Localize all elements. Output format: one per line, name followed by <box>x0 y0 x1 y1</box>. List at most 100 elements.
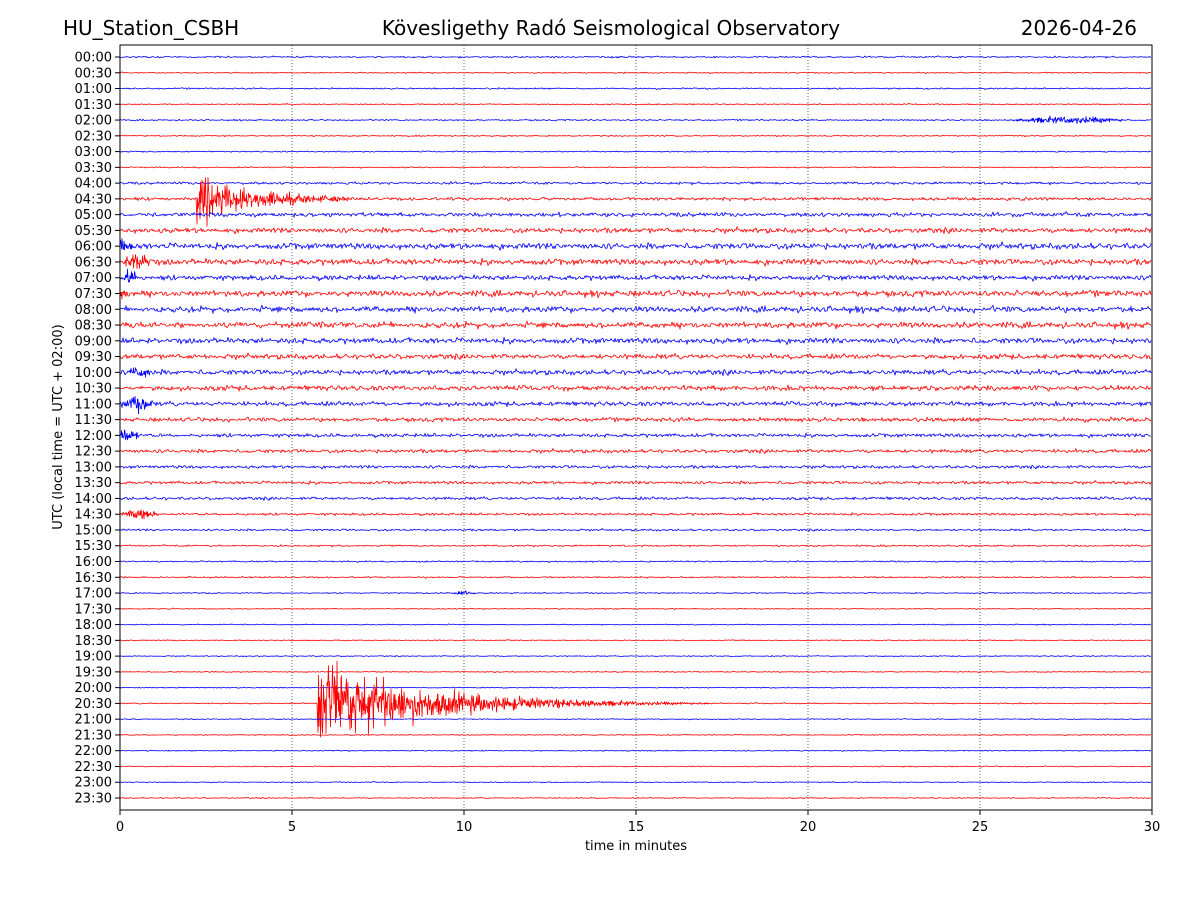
x-tick-label: 0 <box>116 820 124 835</box>
y-tick-label: 03:00 <box>75 145 112 160</box>
trace-1300 <box>119 464 1152 470</box>
y-ticks: 00:0000:3001:0001:3002:0002:3003:0003:30… <box>75 51 120 807</box>
traces <box>119 55 1152 800</box>
y-tick-label: 17:00 <box>75 587 112 602</box>
trace-2130 <box>119 733 1152 736</box>
trace-0230 <box>119 134 1152 138</box>
x-tick-label: 10 <box>456 820 473 835</box>
trace-0330 <box>119 166 1152 169</box>
y-tick-label: 06:30 <box>75 255 112 270</box>
trace-1630 <box>119 576 1152 579</box>
y-tick-label: 05:00 <box>75 208 112 223</box>
trace-0000 <box>119 55 1152 59</box>
y-tick-label: 07:30 <box>75 287 112 302</box>
y-tick-label: 06:00 <box>75 240 112 255</box>
x-axis-label: time in minutes <box>585 839 687 854</box>
x-tick-label: 20 <box>800 820 817 835</box>
trace-1600 <box>119 560 1152 563</box>
x-tick-label: 30 <box>1144 820 1161 835</box>
trace-1530 <box>119 544 1152 548</box>
trace-0030 <box>119 71 1151 74</box>
observatory-title: Kövesligethy Radó Seismological Observat… <box>382 16 840 40</box>
trace-2100 <box>119 718 1152 721</box>
trace-1030 <box>119 384 1152 392</box>
trace-1430 <box>119 509 1152 520</box>
y-tick-label: 02:00 <box>75 114 112 129</box>
y-tick-label: 18:30 <box>75 634 112 649</box>
trace-1000 <box>119 367 1152 378</box>
trace-1230 <box>119 448 1152 454</box>
trace-2030 <box>119 660 1152 738</box>
trace-1700 <box>119 590 1152 596</box>
trace-1200 <box>120 429 1152 441</box>
trace-1330 <box>119 480 1152 486</box>
x-tick-label: 5 <box>288 820 296 835</box>
y-tick-label: 07:00 <box>75 271 112 286</box>
y-tick-label: 13:00 <box>75 460 112 475</box>
trace-0530 <box>120 226 1152 235</box>
trace-2000 <box>119 686 1152 689</box>
y-tick-label: 20:00 <box>75 681 112 696</box>
y-axis-label: UTC (local time = UTC + 02:00) <box>51 324 66 529</box>
trace-1130 <box>119 416 1152 423</box>
trace-0630 <box>119 254 1152 270</box>
y-tick-label: 17:30 <box>75 602 112 617</box>
trace-0900 <box>119 336 1152 346</box>
y-tick-label: 11:00 <box>75 397 112 412</box>
x-ticks: 0 5 10 15 20 25 30 <box>116 810 1160 835</box>
y-tick-label: 21:30 <box>75 728 112 743</box>
trace-1900 <box>119 655 1152 658</box>
trace-0600 <box>119 238 1152 251</box>
trace-2200 <box>120 749 1152 752</box>
y-tick-label: 21:00 <box>75 713 112 728</box>
trace-0430 <box>119 177 1152 227</box>
y-tick-label: 19:30 <box>75 665 112 680</box>
trace-0100 <box>119 87 1152 90</box>
trace-1800 <box>119 623 1152 626</box>
y-tick-label: 04:00 <box>75 177 112 192</box>
y-tick-label: 08:00 <box>75 303 112 318</box>
trace-0300 <box>119 150 1152 153</box>
y-tick-label: 23:00 <box>75 776 112 791</box>
y-tick-label: 03:30 <box>75 161 112 176</box>
trace-1400 <box>119 495 1152 501</box>
y-tick-label: 22:30 <box>75 760 112 775</box>
y-tick-label: 13:30 <box>75 476 112 491</box>
x-tick-label: 15 <box>628 820 645 835</box>
trace-0700 <box>119 268 1152 283</box>
y-tick-label: 15:30 <box>75 539 112 554</box>
y-tick-label: 10:30 <box>75 382 112 397</box>
y-tick-label: 15:00 <box>75 523 112 538</box>
trace-0730 <box>119 289 1152 300</box>
y-tick-label: 04:30 <box>75 192 112 207</box>
y-tick-label: 19:00 <box>75 650 112 665</box>
trace-1100 <box>119 395 1152 415</box>
y-tick-label: 01:00 <box>75 82 112 97</box>
trace-2230 <box>119 765 1152 768</box>
y-tick-label: 12:30 <box>75 445 112 460</box>
y-tick-label: 01:30 <box>75 98 112 113</box>
y-tick-label: 14:00 <box>75 492 112 507</box>
y-tick-label: 14:30 <box>75 508 112 523</box>
trace-2330 <box>119 796 1152 800</box>
x-tick-label: 25 <box>972 820 989 835</box>
y-tick-label: 00:30 <box>75 66 112 81</box>
trace-0400 <box>119 180 1152 186</box>
trace-0930 <box>119 352 1152 361</box>
trace-1500 <box>119 528 1151 532</box>
y-tick-label: 09:30 <box>75 350 112 365</box>
y-tick-label: 00:00 <box>75 51 112 66</box>
y-tick-label: 08:30 <box>75 319 112 334</box>
date-title: 2026-04-26 <box>1021 16 1137 40</box>
trace-1830 <box>119 639 1152 642</box>
y-tick-label: 16:30 <box>75 571 112 586</box>
trace-1930 <box>119 670 1152 673</box>
trace-0500 <box>119 211 1152 218</box>
y-tick-label: 09:00 <box>75 334 112 349</box>
y-tick-label: 23:30 <box>75 792 112 807</box>
y-tick-label: 02:30 <box>75 129 112 144</box>
y-tick-label: 22:00 <box>75 744 112 759</box>
trace-0130 <box>119 103 1152 106</box>
trace-0830 <box>119 320 1152 330</box>
